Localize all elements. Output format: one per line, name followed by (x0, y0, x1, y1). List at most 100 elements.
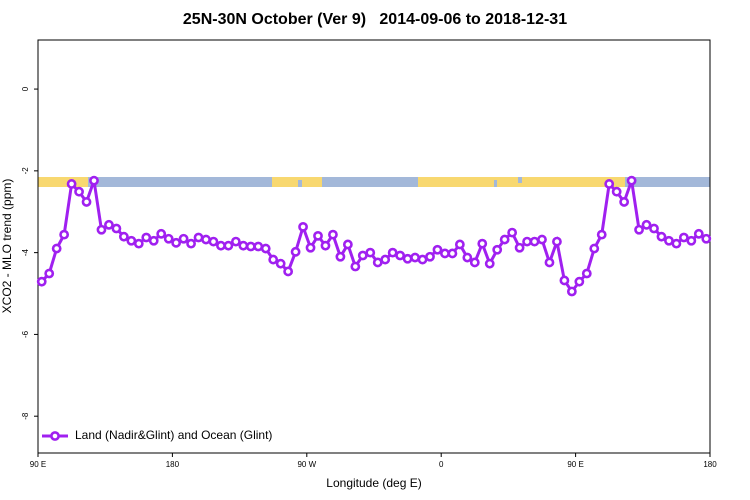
data-point (380, 254, 391, 265)
data-point (417, 254, 428, 265)
data-point (559, 275, 570, 286)
data-point (350, 261, 361, 272)
y-tick-label: -4 (21, 249, 30, 257)
data-point (298, 221, 308, 232)
legend-marker (50, 431, 60, 441)
land-ocean-strip (38, 177, 710, 187)
y-tick-label: -2 (21, 167, 30, 175)
data-point (566, 286, 577, 297)
data-point (74, 186, 84, 197)
data-point (36, 276, 47, 287)
data-point (619, 197, 630, 207)
data-point (186, 238, 196, 249)
data-point (313, 230, 323, 241)
data-point (447, 248, 458, 259)
data-point (469, 257, 480, 268)
data-point (283, 266, 294, 277)
data-point (701, 233, 712, 244)
data-point (454, 239, 465, 250)
data-point (410, 252, 420, 263)
data-point (686, 235, 697, 246)
data-point (372, 257, 383, 268)
data-point (507, 227, 518, 238)
data-point (126, 235, 137, 246)
data-point (544, 257, 555, 268)
x-tick-label: 90 E (30, 460, 46, 469)
land-strip (38, 177, 88, 187)
ocean-strip (298, 180, 302, 187)
data-point (230, 236, 241, 247)
data-point (81, 197, 92, 207)
data-point (342, 239, 353, 250)
data-point (357, 250, 368, 261)
data-point (596, 229, 607, 240)
data-point (477, 238, 488, 249)
data-point (664, 235, 674, 246)
data-point (96, 224, 107, 235)
data-point (44, 268, 55, 279)
data-point (432, 244, 443, 255)
data-point (529, 236, 540, 247)
data-point (574, 276, 585, 287)
data-point (626, 175, 637, 186)
data-point (671, 238, 682, 249)
y-tick-label: -6 (21, 330, 30, 338)
data-point (611, 186, 622, 197)
x-tick-label: 90 W (297, 460, 316, 469)
data-point (656, 231, 667, 242)
data-point (275, 258, 286, 269)
data-point (537, 234, 547, 245)
data-point (89, 175, 99, 186)
data-point (156, 228, 167, 239)
y-tick-label: 0 (21, 86, 30, 91)
data-point (440, 248, 450, 259)
data-point (693, 228, 704, 239)
data-point (111, 223, 122, 234)
data-point (522, 236, 532, 247)
data-point (552, 236, 562, 247)
data-point (208, 236, 219, 247)
data-point (245, 241, 256, 252)
data-point (171, 237, 182, 248)
data-point (216, 240, 226, 251)
data-point (320, 240, 331, 251)
x-tick-label: 180 (703, 460, 717, 469)
data-point (335, 251, 346, 262)
data-point (328, 229, 338, 240)
data-point (253, 241, 264, 252)
data-point (201, 234, 211, 245)
data-point (193, 232, 204, 243)
data-point (604, 179, 615, 189)
data-point (514, 242, 525, 253)
x-tick-label: 180 (166, 460, 180, 469)
data-point (641, 219, 652, 230)
data-point (141, 232, 152, 243)
series-line (40, 180, 708, 295)
data-point (104, 219, 114, 230)
data-point (395, 250, 406, 261)
x-axis-label: Longitude (deg E) (326, 476, 421, 490)
data-point (492, 244, 503, 255)
data-point (51, 243, 62, 254)
data-point (66, 179, 77, 189)
data-point (59, 229, 70, 240)
data-point (260, 243, 271, 254)
data-point (238, 240, 249, 251)
data-point (223, 240, 234, 251)
data-point (365, 247, 376, 258)
data-point (118, 231, 129, 242)
data-point (133, 238, 144, 249)
data-point (678, 232, 689, 243)
ocean-strip (494, 180, 497, 187)
x-tick-label: 0 (439, 460, 444, 469)
ocean-strip (518, 177, 522, 183)
data-point (484, 258, 495, 269)
data-point (163, 233, 174, 244)
data-point (462, 252, 473, 263)
data-point (499, 234, 510, 245)
plot-frame (37, 39, 711, 454)
data-point (649, 223, 659, 234)
data-point (305, 242, 316, 253)
data-point (581, 268, 592, 279)
data-point (425, 251, 435, 262)
